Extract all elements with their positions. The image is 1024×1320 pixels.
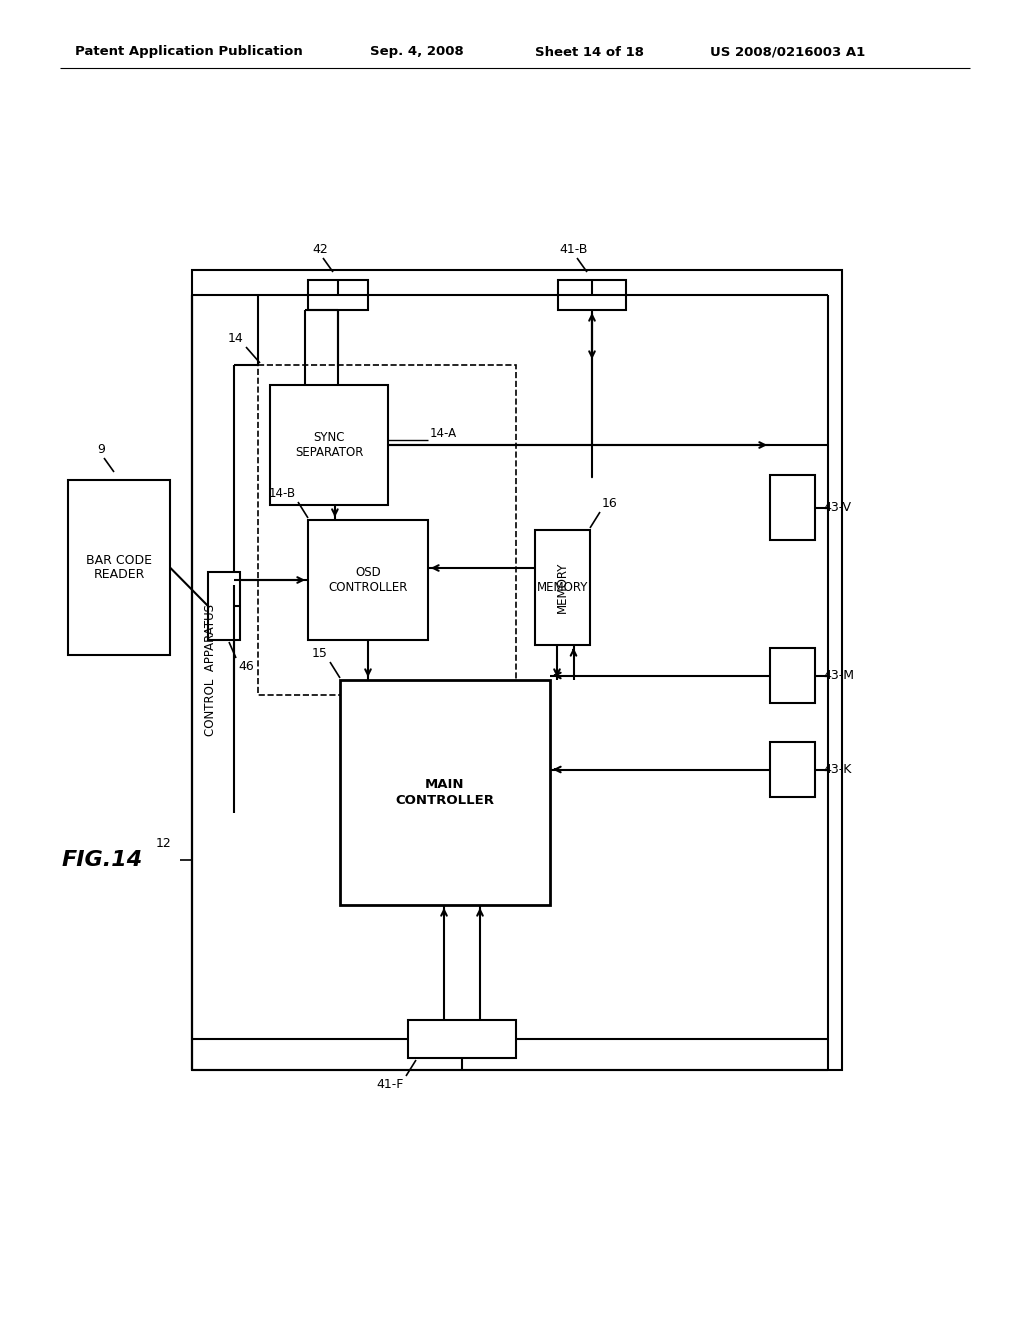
Text: 43-M: 43-M: [823, 669, 854, 682]
Text: 43-K: 43-K: [823, 763, 851, 776]
Text: OSD
CONTROLLER: OSD CONTROLLER: [329, 566, 408, 594]
Bar: [308, 280, 368, 310]
Bar: [208, 572, 240, 640]
Bar: [340, 680, 550, 906]
Text: Sep. 4, 2008: Sep. 4, 2008: [370, 45, 464, 58]
Text: 14-B: 14-B: [269, 487, 296, 500]
Bar: [408, 1020, 516, 1059]
Bar: [68, 480, 170, 655]
Bar: [308, 520, 428, 640]
Text: 15: 15: [312, 647, 328, 660]
Text: Sheet 14 of 18: Sheet 14 of 18: [535, 45, 644, 58]
Text: MEMORY: MEMORY: [556, 562, 569, 614]
Bar: [270, 385, 388, 506]
Bar: [535, 531, 590, 645]
Text: CONTROL  APPARATUS: CONTROL APPARATUS: [204, 605, 216, 737]
Text: BAR CODE
READER: BAR CODE READER: [86, 553, 152, 582]
Bar: [558, 280, 626, 310]
Bar: [770, 648, 815, 704]
Text: 12: 12: [156, 837, 172, 850]
Text: 46: 46: [238, 660, 254, 673]
Text: US 2008/0216003 A1: US 2008/0216003 A1: [710, 45, 865, 58]
Bar: [258, 366, 516, 696]
Text: 41-B: 41-B: [560, 243, 588, 256]
Bar: [193, 271, 842, 1071]
Text: SYNC
SEPARATOR: SYNC SEPARATOR: [295, 432, 364, 459]
Text: 14: 14: [227, 333, 243, 345]
Text: 42: 42: [312, 243, 328, 256]
Text: 9: 9: [97, 444, 104, 455]
Text: MAIN
CONTROLLER: MAIN CONTROLLER: [395, 779, 495, 807]
Bar: [770, 475, 815, 540]
Text: 43-V: 43-V: [823, 502, 851, 513]
Text: 14-A: 14-A: [430, 426, 457, 440]
Text: Patent Application Publication: Patent Application Publication: [75, 45, 303, 58]
Text: 16: 16: [602, 498, 617, 510]
Bar: [770, 742, 815, 797]
Text: 41-F: 41-F: [377, 1078, 404, 1092]
Text: MEMORY: MEMORY: [537, 581, 588, 594]
Text: FIG.14: FIG.14: [62, 850, 143, 870]
